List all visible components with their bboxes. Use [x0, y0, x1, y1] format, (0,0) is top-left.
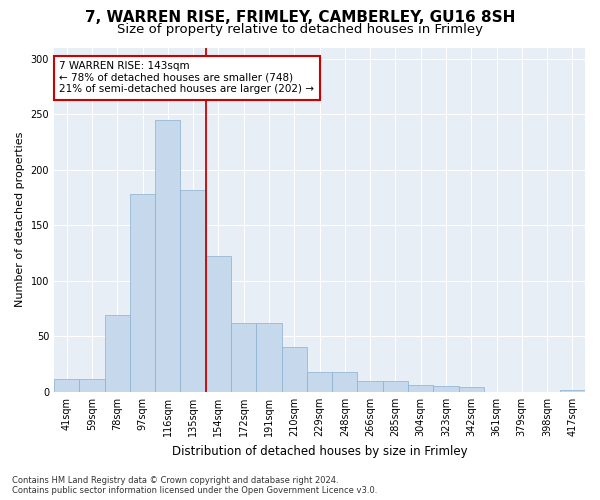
Bar	[281, 348, 307, 392]
Bar	[408, 386, 433, 392]
Bar	[358, 381, 383, 392]
X-axis label: Distribution of detached houses by size in Frimley: Distribution of detached houses by size …	[172, 444, 467, 458]
Bar	[104, 316, 130, 392]
Bar	[54, 378, 79, 392]
Text: 7 WARREN RISE: 143sqm
← 78% of detached houses are smaller (748)
21% of semi-det: 7 WARREN RISE: 143sqm ← 78% of detached …	[59, 62, 314, 94]
Bar	[307, 372, 332, 392]
Bar	[181, 190, 206, 392]
Bar	[206, 256, 231, 392]
Text: Contains HM Land Registry data © Crown copyright and database right 2024.
Contai: Contains HM Land Registry data © Crown c…	[12, 476, 377, 495]
Bar	[383, 381, 408, 392]
Bar	[155, 120, 181, 392]
Text: Size of property relative to detached houses in Frimley: Size of property relative to detached ho…	[117, 22, 483, 36]
Text: 7, WARREN RISE, FRIMLEY, CAMBERLEY, GU16 8SH: 7, WARREN RISE, FRIMLEY, CAMBERLEY, GU16…	[85, 10, 515, 25]
Bar	[79, 378, 104, 392]
Bar	[231, 323, 256, 392]
Bar	[560, 390, 585, 392]
Bar	[433, 386, 458, 392]
Bar	[256, 323, 281, 392]
Y-axis label: Number of detached properties: Number of detached properties	[15, 132, 25, 308]
Bar	[130, 194, 155, 392]
Bar	[332, 372, 358, 392]
Bar	[458, 388, 484, 392]
